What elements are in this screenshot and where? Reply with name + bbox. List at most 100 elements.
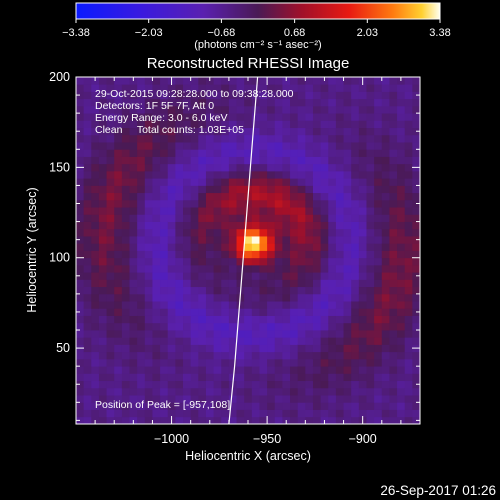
heatmap-cell xyxy=(351,387,360,396)
heatmap-cell xyxy=(129,163,138,172)
heatmap-cell xyxy=(274,344,283,353)
heatmap-cell xyxy=(129,351,138,360)
heatmap-cell xyxy=(236,120,245,129)
heatmap-cell xyxy=(381,315,390,324)
heatmap-cell xyxy=(374,163,383,172)
heatmap-cell xyxy=(137,77,146,85)
heatmap-cell xyxy=(251,250,260,259)
heatmap-cell xyxy=(259,366,268,374)
heatmap-cell xyxy=(76,149,85,157)
heatmap-cell xyxy=(221,286,230,295)
heatmap-cell xyxy=(259,257,268,266)
heatmap-cell xyxy=(228,264,237,273)
heatmap-cell xyxy=(114,380,123,389)
heatmap-cell xyxy=(297,373,306,382)
heatmap-cell xyxy=(290,351,299,360)
heatmap-cell xyxy=(267,330,276,338)
heatmap-cell xyxy=(389,344,398,353)
heatmap-cell xyxy=(129,380,138,389)
heatmap-cell xyxy=(290,105,299,114)
heatmap-cell xyxy=(397,272,406,280)
heatmap-cell xyxy=(290,91,299,100)
heatmap-cell xyxy=(251,286,260,295)
heatmap-cell xyxy=(259,105,268,114)
heatmap-cell xyxy=(244,178,253,186)
heatmap-cell xyxy=(328,192,337,201)
heatmap-cell xyxy=(305,402,314,410)
heatmap-cell xyxy=(76,77,85,85)
heatmap-cell xyxy=(152,395,161,403)
heatmap-cell xyxy=(282,330,291,338)
heatmap-cell xyxy=(137,105,146,114)
heatmap-cell xyxy=(274,134,283,143)
heatmap-cell xyxy=(144,322,153,331)
heatmap-cell xyxy=(160,243,169,251)
heatmap-cell xyxy=(274,272,283,280)
x-axis: −1000 −950 −900 xyxy=(94,77,421,446)
heatmap-cell xyxy=(213,127,222,136)
heatmap-cell xyxy=(205,387,214,396)
heatmap-cell xyxy=(374,293,383,302)
heatmap-cell xyxy=(297,366,306,374)
heatmap-cell xyxy=(221,149,230,157)
heatmap-cell xyxy=(183,257,192,266)
heatmap-cell xyxy=(328,163,337,172)
heatmap-cell xyxy=(114,358,123,367)
heatmap-cell xyxy=(236,330,245,338)
heatmap-cell xyxy=(358,113,367,121)
heatmap-cell xyxy=(106,330,115,338)
heatmap-cell xyxy=(144,105,153,114)
heatmap-cell xyxy=(381,178,390,186)
heatmap-cell xyxy=(366,373,375,382)
heatmap-cell xyxy=(198,192,207,201)
heatmap-cell xyxy=(282,192,291,201)
heatmap-cell xyxy=(83,373,92,382)
heatmap-cell xyxy=(76,286,85,295)
heatmap-cell xyxy=(228,272,237,280)
heatmap-cell xyxy=(121,170,130,179)
heatmap-cell xyxy=(98,243,107,251)
heatmap-cell xyxy=(274,387,283,396)
heatmap-cell xyxy=(228,250,237,259)
heatmap-cell xyxy=(374,308,383,316)
heatmap-cell xyxy=(328,395,337,403)
heatmap-cell xyxy=(412,170,420,179)
heatmap-cell xyxy=(374,236,383,244)
heatmap-cell xyxy=(228,358,237,367)
heatmap-cell xyxy=(351,113,360,121)
heatmap-cell xyxy=(76,207,85,215)
heatmap-cell xyxy=(198,156,207,165)
heatmap-cell xyxy=(297,192,306,201)
heatmap-cell xyxy=(198,98,207,107)
heatmap-cell xyxy=(91,214,100,222)
heatmap-cell xyxy=(251,344,260,353)
heatmap-cell xyxy=(152,402,161,410)
heatmap-cell xyxy=(312,293,322,302)
heatmap-cell xyxy=(76,178,85,186)
heatmap-cell xyxy=(366,409,375,418)
heatmap-cell xyxy=(351,192,360,201)
heatmap-cell xyxy=(335,293,344,302)
heatmap-cell xyxy=(305,330,314,338)
heatmap-cell xyxy=(175,192,184,201)
heatmap-cell xyxy=(244,134,253,143)
heatmap-cell xyxy=(175,199,184,208)
heatmap-cell xyxy=(282,236,291,244)
heatmap-cell xyxy=(412,402,420,410)
heatmap-cell xyxy=(83,105,92,114)
heatmap-cell xyxy=(374,351,383,360)
heatmap-cell xyxy=(412,84,420,92)
heatmap-cell xyxy=(76,330,85,338)
heatmap-cell xyxy=(190,156,199,165)
heatmap-cell xyxy=(358,243,367,251)
heatmap-cell xyxy=(190,250,199,259)
heatmap-cell xyxy=(167,366,176,374)
heatmap-cell xyxy=(175,409,184,418)
heatmap-cell xyxy=(106,127,115,136)
heatmap-cell xyxy=(83,257,92,266)
heatmap-cell xyxy=(335,170,344,179)
heatmap-cell xyxy=(114,250,123,259)
heatmap-cell xyxy=(244,199,253,208)
heatmap-cell xyxy=(297,395,306,403)
heatmap-cell xyxy=(106,257,115,266)
